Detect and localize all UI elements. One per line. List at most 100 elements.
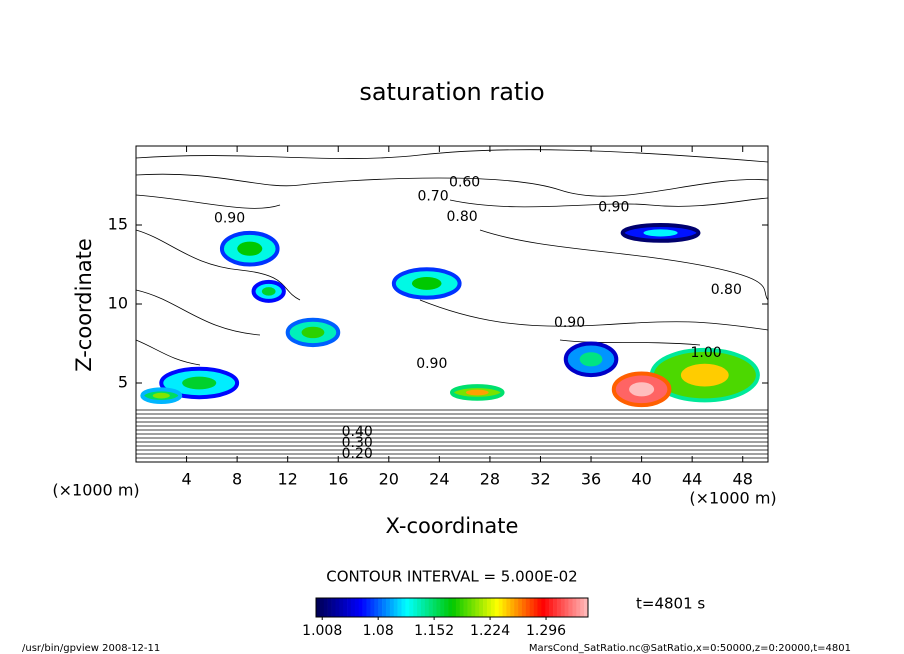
- colorbar-stripe: [393, 598, 398, 617]
- filled-region-core: [579, 352, 603, 367]
- colorbar-stripe: [455, 598, 461, 617]
- x-tick-label: 28: [480, 470, 500, 489]
- colorbar-stripe: [444, 598, 449, 617]
- colorbar-stripe: [385, 598, 391, 617]
- colorbar-stripe: [553, 598, 558, 617]
- contour-label: 0.20: [342, 446, 373, 462]
- colorbar-stripe: [521, 598, 527, 617]
- colorbar-stripe: [568, 598, 573, 617]
- chart-title: saturation ratio: [359, 78, 544, 106]
- colorbar-stripe: [560, 598, 565, 617]
- colorbar-stripe: [405, 598, 410, 617]
- colorbar-stripe: [343, 598, 348, 617]
- colorbar-stripe: [459, 598, 464, 617]
- x-tick-label: 8: [232, 470, 242, 489]
- colorbar-stripe: [514, 598, 519, 617]
- colorbar-stripe: [448, 598, 453, 617]
- colorbar-stripe: [417, 598, 422, 617]
- colorbar-stripe: [382, 598, 387, 617]
- filled-region-core: [301, 326, 325, 339]
- colorbar-stripe: [525, 598, 531, 617]
- colorbar-stripe: [331, 598, 336, 617]
- colorbar-tick-label: 1.152: [414, 623, 454, 639]
- colorbar-stripe: [537, 598, 542, 617]
- colorbar-stripe: [370, 598, 375, 617]
- y-axis-label: Z-coordinate: [72, 238, 96, 372]
- colorbar-stripe: [556, 598, 562, 617]
- colorbar-stripe: [584, 598, 589, 617]
- colorbar-stripe: [475, 598, 480, 617]
- colorbar-stripe: [580, 598, 585, 617]
- contour-label: 0.80: [711, 282, 742, 298]
- colorbar-stripe: [432, 598, 437, 617]
- colorbar-stripe: [327, 598, 332, 617]
- colorbar-stripe: [533, 598, 538, 617]
- colorbar-stripe: [350, 598, 356, 617]
- colorbar-tick-label: 1.08: [363, 623, 394, 639]
- colorbar-stripe: [440, 598, 445, 617]
- plot-frame: [135, 145, 769, 463]
- colorbar-stripe: [335, 598, 340, 617]
- contour-interval: CONTOUR INTERVAL = 5.000E-02: [326, 568, 577, 586]
- y-tick-label: 10: [108, 294, 128, 313]
- colorbar-stripe: [494, 598, 499, 617]
- x-tick-label: 40: [631, 470, 651, 489]
- colorbar-stripe: [541, 598, 546, 617]
- colorbar-tick-label: 1.224: [470, 623, 510, 639]
- contour-label: 0.90: [554, 315, 585, 331]
- colorbar-stripe: [510, 598, 515, 617]
- colorbar-stripe: [471, 598, 476, 617]
- x-tick-label: 36: [581, 470, 601, 489]
- filled-region-core: [152, 392, 170, 399]
- colorbar-stripe: [339, 598, 344, 617]
- y-tick-label: 5: [118, 373, 128, 392]
- colorbar-stripe: [452, 598, 457, 617]
- contour-label: 0.30: [342, 435, 373, 451]
- footer-right: MarsCond_SatRatio.nc@SatRatio,x=0:50000,…: [529, 643, 851, 654]
- x-axis-label: X-coordinate: [386, 514, 519, 538]
- filled-region-core: [182, 376, 217, 390]
- contour-label: 0.80: [447, 209, 478, 225]
- colorbar-stripe: [436, 598, 441, 617]
- y-tick-label: 15: [108, 215, 128, 234]
- colorbar-stripe: [572, 598, 577, 617]
- contour-label: 0.70: [417, 189, 448, 205]
- colorbar-stripe: [467, 598, 472, 617]
- x-tick-label: 12: [278, 470, 298, 489]
- colorbar-stripe: [498, 598, 503, 617]
- colorbar-stripe: [389, 598, 395, 617]
- footer-left: /usr/bin/gpview 2008-12-11: [22, 643, 160, 654]
- x-tick-label: 24: [429, 470, 449, 489]
- filled-region-core: [680, 363, 729, 387]
- colorbar-stripe: [397, 598, 402, 617]
- colorbar-stripe: [506, 598, 511, 617]
- colorbar-stripe: [479, 598, 484, 617]
- filled-region-core: [643, 229, 678, 237]
- colorbar-tick-label: 1.296: [526, 623, 566, 639]
- colorbar-stripe: [502, 598, 507, 617]
- filled-region-core: [411, 277, 442, 290]
- colorbar-stripe: [545, 598, 550, 617]
- y-unit: (×1000 m): [52, 481, 139, 500]
- x-tick-label: 44: [682, 470, 702, 489]
- colorbar-stripe: [323, 598, 328, 617]
- colorbar-stripe: [358, 598, 363, 617]
- x-tick-label: 48: [733, 470, 753, 489]
- contour-label: 1.00: [690, 345, 721, 361]
- colorbar-stripe: [366, 598, 371, 617]
- colorbar-stripe: [378, 598, 383, 617]
- colorbar-stripe: [486, 598, 492, 617]
- filled-region-core: [261, 287, 276, 296]
- colorbar-stripe: [424, 598, 429, 617]
- x-unit: (×1000 m): [689, 489, 776, 508]
- contour-label: 0.90: [214, 211, 245, 227]
- colorbar-stripe: [576, 598, 581, 617]
- colorbar-stripe: [483, 598, 488, 617]
- colorbar-stripe: [529, 598, 534, 617]
- colorbar-stripe: [420, 598, 426, 617]
- colorbar-stripe: [374, 598, 379, 617]
- x-tick-label: 20: [379, 470, 399, 489]
- colorbar-stripe: [319, 598, 325, 617]
